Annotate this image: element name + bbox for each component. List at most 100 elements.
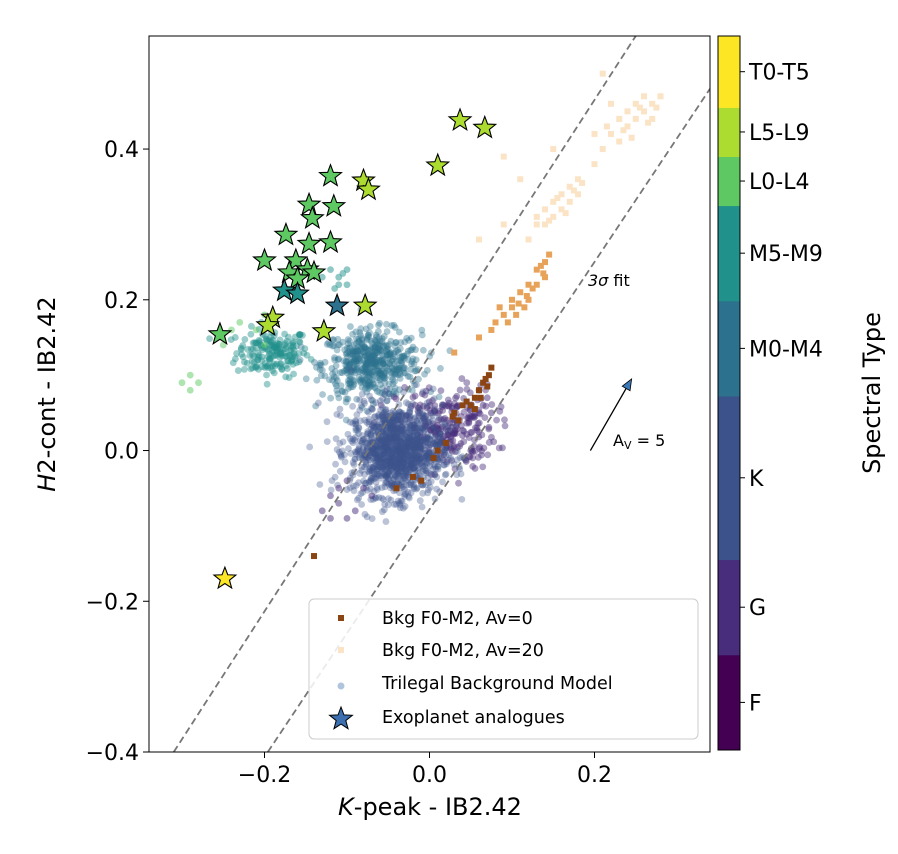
trilegal-point-k [377, 474, 385, 482]
trilegal-point-k [397, 462, 405, 470]
trilegal-point-k [387, 456, 395, 464]
bkg-mid-point [521, 304, 528, 311]
trilegal-point-m0m4 [400, 352, 408, 360]
trilegal-point-m0m4 [345, 384, 352, 392]
trilegal-point-m5m9 [278, 352, 286, 360]
trilegal-point-k [362, 440, 370, 447]
trilegal-point-k [380, 447, 388, 455]
trilegal-point-k [356, 406, 364, 414]
trilegal-point-k [374, 442, 382, 450]
trilegal-point-k [407, 434, 415, 441]
trilegal-point-m0m4 [296, 356, 304, 364]
trilegal-point-m0m4 [325, 339, 332, 347]
trilegal-point-k [391, 463, 399, 471]
trilegal-point-g [431, 407, 439, 415]
trilegal-point-g [427, 426, 434, 434]
trilegal-point-m5m9 [253, 362, 261, 370]
bkg-av20-point [608, 130, 614, 137]
trilegal-point-m0m4 [398, 358, 406, 366]
trilegal-point-k [393, 410, 401, 418]
trilegal-point-m0m4 [374, 345, 382, 352]
trilegal-point-g [450, 429, 458, 437]
trilegal-point-m0m4 [350, 367, 358, 375]
trilegal-point-k [378, 465, 386, 472]
trilegal-point-k [323, 438, 331, 446]
trilegal-point-k [394, 440, 401, 448]
trilegal-point-m0m4 [359, 365, 367, 372]
trilegal-point-g [481, 414, 489, 422]
trilegal-point-m5m9 [289, 338, 297, 346]
trilegal-point-k [455, 463, 463, 471]
trilegal-point-k [413, 448, 420, 456]
trilegal-point-g [442, 425, 450, 433]
trilegal-point-m0m4 [383, 328, 391, 335]
trilegal-point-k [375, 459, 382, 467]
trilegal-point-k [419, 442, 427, 450]
trilegal-point-k [375, 436, 383, 444]
trilegal-point-k [372, 454, 380, 462]
trilegal-point-k [391, 471, 399, 479]
trilegal-point-g [421, 417, 428, 425]
trilegal-point-m5m9 [247, 365, 255, 373]
trilegal-point-k [328, 477, 336, 485]
trilegal-point-l [195, 379, 202, 387]
trilegal-point-k [400, 456, 408, 464]
trilegal-point-m5m9 [282, 362, 290, 370]
trilegal-point-k [412, 458, 420, 466]
trilegal-point-m5m9 [274, 349, 282, 357]
trilegal-point-k [410, 483, 418, 491]
trilegal-point-k [432, 441, 440, 449]
trilegal-point-m0m4 [330, 373, 338, 381]
trilegal-point-m0m4 [369, 396, 376, 404]
trilegal-point-m5m9 [284, 357, 291, 365]
trilegal-point-k [408, 451, 416, 459]
trilegal-point-k [360, 477, 367, 485]
trilegal-point-k [414, 464, 422, 471]
exoplanet-star [472, 114, 498, 139]
trilegal-point-k [373, 438, 381, 446]
trilegal-point-m0m4 [352, 357, 360, 365]
trilegal-point-m0m4 [379, 373, 387, 381]
trilegal-point-m0m4 [338, 369, 346, 377]
trilegal-point-m5m9 [289, 360, 297, 368]
trilegal-point-k [394, 445, 402, 452]
bkg-av20-point [558, 206, 565, 213]
trilegal-point-k [375, 462, 383, 470]
trilegal-point-m0m4 [373, 349, 381, 356]
bkg-av20-point [624, 108, 631, 115]
trilegal-point-m0m4 [343, 365, 351, 373]
trilegal-point-m5m9 [343, 281, 351, 289]
trilegal-point-k [398, 463, 406, 471]
bkg-av20-point [632, 115, 639, 122]
trilegal-point-k [426, 435, 434, 443]
trilegal-point-g [387, 421, 394, 429]
trilegal-point-m5m9 [276, 363, 284, 371]
trilegal-point-k [389, 448, 397, 456]
trilegal-point-k [388, 442, 396, 450]
trilegal-point-m0m4 [392, 370, 400, 378]
trilegal-point-g [460, 438, 468, 446]
trilegal-point-m0m4 [353, 363, 361, 371]
trilegal-point-k [384, 436, 392, 444]
trilegal-point-m0m4 [346, 380, 354, 388]
trilegal-point-m0m4 [331, 368, 339, 375]
bkg-av0-point [430, 455, 437, 462]
exoplanet-star [283, 247, 309, 272]
trilegal-point-k [413, 439, 421, 446]
trilegal-point-k [387, 462, 395, 469]
trilegal-point-k [436, 456, 444, 464]
trilegal-point-g [426, 426, 434, 434]
trilegal-point-g [435, 425, 442, 433]
trilegal-point-k [392, 434, 400, 442]
trilegal-point-m0m4 [369, 368, 377, 375]
trilegal-point-k [411, 437, 419, 445]
trilegal-point-k [366, 467, 374, 475]
trilegal-point-k [394, 412, 402, 419]
trilegal-point-m0m4 [356, 376, 364, 384]
trilegal-point-k [390, 425, 398, 433]
trilegal-point-k [430, 439, 437, 447]
trilegal-point-m0m4 [368, 353, 376, 360]
trilegal-point-m5m9 [270, 344, 278, 352]
trilegal-point-m0m4 [345, 348, 353, 356]
trilegal-point-g [447, 445, 455, 453]
